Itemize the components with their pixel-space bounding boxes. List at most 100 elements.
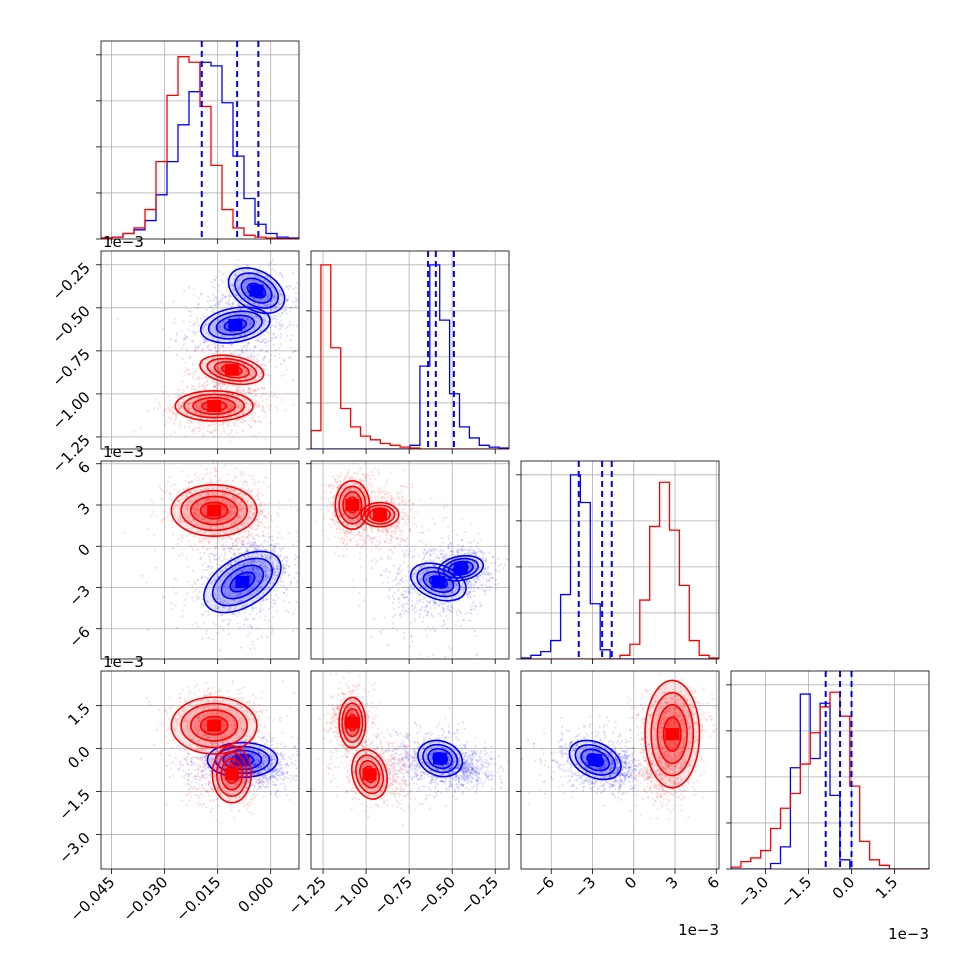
sample-point (260, 572, 263, 575)
sample-point (184, 305, 187, 308)
sample-point (202, 569, 205, 572)
sample-point (236, 615, 239, 618)
sample-point (237, 548, 240, 552)
sample-point (257, 554, 260, 558)
sample-point (263, 278, 266, 281)
sample-point (214, 546, 217, 549)
sample-point (177, 407, 180, 410)
sample-point (159, 487, 162, 490)
sample-point (455, 610, 458, 614)
sample-point (236, 360, 239, 363)
sample-point (200, 400, 204, 404)
sample-point (237, 385, 240, 388)
sample-point (213, 537, 216, 540)
sample-point (234, 560, 237, 563)
sample-point (214, 347, 217, 350)
sample-point (189, 419, 193, 422)
sample-point (280, 325, 284, 328)
sample-point (234, 475, 237, 479)
sample-point (215, 545, 218, 548)
sample-point (429, 606, 432, 610)
sample-point (296, 509, 299, 512)
sample-point (187, 310, 191, 313)
sample-point (263, 355, 266, 358)
sample-point (262, 560, 265, 564)
sample-point (201, 498, 204, 502)
sample-point (232, 542, 235, 545)
sample-point (231, 302, 235, 305)
sample-point (225, 401, 229, 404)
sample-point (206, 295, 210, 298)
sample-point (158, 405, 162, 408)
sample-point (415, 609, 418, 612)
sample-point (267, 512, 270, 515)
sample-point (265, 398, 268, 401)
sample-point (262, 481, 265, 484)
sample-point (200, 556, 203, 559)
sample-point (187, 328, 190, 331)
sample-point (271, 599, 274, 602)
sample-point (272, 544, 276, 548)
sample-point (392, 564, 396, 567)
sample-point (230, 547, 233, 550)
sample-point (245, 345, 249, 348)
sample-point (243, 332, 246, 336)
sample-point (218, 270, 221, 273)
sample-point (258, 372, 261, 376)
sample-point (263, 387, 266, 390)
sample-point (252, 561, 255, 564)
sample-point (195, 403, 198, 407)
sample-point (261, 555, 264, 558)
sample-point (210, 281, 213, 284)
sample-point (197, 422, 200, 425)
sample-point (204, 363, 208, 366)
sample-point (186, 421, 190, 425)
sample-point (257, 415, 260, 418)
sample-point (258, 492, 261, 495)
sample-point (288, 356, 291, 359)
sample-point (244, 531, 247, 534)
sample-point (244, 557, 247, 560)
sample-point (256, 571, 260, 574)
sample-point (229, 404, 232, 407)
sample-point (231, 283, 234, 286)
sample-point (249, 425, 252, 428)
sample-point (220, 385, 223, 389)
sample-point (215, 381, 218, 384)
sample-point (199, 551, 202, 554)
sample-point (233, 422, 236, 426)
sample-point (166, 411, 170, 414)
sample-point (227, 584, 230, 587)
sample-point (179, 406, 182, 409)
sample-point (277, 514, 280, 517)
sample-point (225, 303, 229, 306)
sample-point (278, 304, 281, 307)
sample-point (186, 592, 189, 595)
sample-point (243, 363, 246, 366)
sample-point (197, 596, 201, 599)
sample-point (224, 295, 227, 298)
sample-point (446, 617, 450, 620)
sample-point (242, 540, 245, 543)
sample-point (269, 421, 272, 424)
sample-point (264, 392, 267, 395)
sample-point (286, 298, 289, 302)
sample-point (210, 479, 213, 483)
sample-point (199, 413, 202, 417)
sample-point (243, 419, 246, 422)
sample-point (175, 332, 179, 335)
sample-point (213, 391, 216, 394)
sample-point (241, 404, 244, 407)
sample-point (170, 484, 173, 487)
sample-point (273, 589, 276, 592)
sample-point (274, 576, 277, 579)
sample-point (200, 576, 204, 579)
sample-point (255, 577, 258, 580)
sample-point (276, 597, 280, 600)
sample-point (211, 309, 214, 313)
sample-point (244, 616, 248, 619)
sample-point (260, 364, 263, 367)
sample-point (262, 322, 265, 326)
sample-point (233, 585, 236, 588)
